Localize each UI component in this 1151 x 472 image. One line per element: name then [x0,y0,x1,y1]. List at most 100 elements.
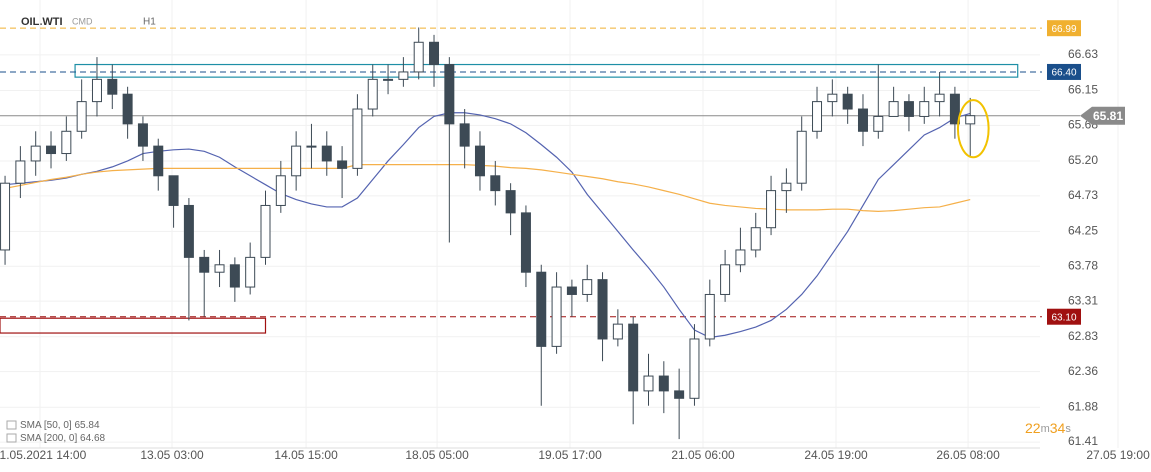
level-label: 63.10 [1051,312,1076,323]
candle-body [735,249,746,266]
candle-body [398,71,409,80]
candle-body [919,101,930,117]
candle-body [720,264,731,295]
candle-body [474,145,485,177]
candle-body [168,175,179,206]
y-tick-label: 62.36 [1068,364,1098,378]
candle-body [520,212,531,273]
timer: 22m34s [1025,420,1071,436]
candle-body [459,123,470,147]
candle-body [965,115,976,125]
candle-body [857,108,868,132]
x-tick-label: 26.05 08:00 [936,448,1000,462]
y-tick-label: 61.41 [1068,434,1098,448]
timer-part: 22 [1025,420,1041,436]
candle-body [536,271,547,347]
candle-body [76,101,87,132]
candle-body [383,78,394,81]
candle-body [61,130,72,155]
x-tick-label: 18.05 05:00 [405,448,469,462]
candle-body [245,256,256,288]
candle-body [122,93,133,125]
candle-body [796,130,807,184]
candle-body [628,323,639,392]
candle-body [275,175,286,206]
price-tag [1080,106,1125,125]
y-tick-label: 66.63 [1068,47,1098,61]
zone [0,317,267,334]
candle-body [934,93,945,103]
candle-body [873,115,884,132]
candle-body [214,264,225,273]
level-label-bg [1047,20,1081,37]
candle-body [352,108,363,169]
candle-body [505,190,516,214]
candle-body [337,160,348,169]
candle-body [888,101,899,117]
candle-body [15,160,26,184]
sma-line [4,164,971,212]
y-tick-label: 63.31 [1068,293,1098,307]
candle-body [137,123,148,147]
legend-icon [6,420,17,430]
candle-body [429,41,440,66]
candle-body [812,101,823,132]
candle-body [199,256,210,273]
timer-part: 34 [1050,420,1066,436]
x-tick-label: 27.05 19:00 [1086,448,1150,462]
candle-body [612,323,623,340]
candle-body [842,93,853,110]
legend-entry: SMA [200, 0] 64.68 [20,433,106,444]
candle-body [30,145,41,162]
candle-body [46,145,57,155]
candle-body [551,286,562,347]
candle-body [597,279,608,340]
candle-body [781,182,792,192]
timer-part: m [1041,423,1050,435]
timer-text: 22m34s [1025,420,1071,436]
y-tick-label: 63.78 [1068,258,1098,272]
candle-body [903,101,914,117]
y-tick-label: 62.83 [1068,329,1098,343]
level-label-bg [1047,308,1081,325]
market: CMD [72,16,93,26]
x-tick-label: 21.05 06:00 [671,448,735,462]
candle-body [91,78,102,103]
timer-part: s [1065,423,1071,435]
x-tick-label: 13.05 03:00 [140,448,204,462]
legend-value: 65.84 [74,420,99,431]
candle-body [689,338,700,399]
legend-name: SMA [200, 0] [20,433,77,444]
candle-body [582,279,593,295]
candle-body [658,375,669,392]
x-tick-label: 24.05 19:00 [804,448,868,462]
candle-body [229,264,240,288]
level-label: 66.40 [1051,68,1076,79]
candle-body [291,145,302,177]
candle-body [183,204,194,258]
legend-name: SMA [50, 0] [20,420,72,431]
y-tick-label: 61.88 [1068,399,1098,413]
candle-body [674,390,685,399]
candle-body [260,204,271,258]
candle-body [766,190,777,229]
y-tick-label: 65.20 [1068,153,1098,167]
candle-body [153,145,164,177]
candle-body [949,93,960,125]
y-tick-label: 64.73 [1068,188,1098,202]
price-tag-label: 65.81 [1093,109,1123,123]
zone [74,63,1019,78]
x-tick-label: 11.05.2021 14:00 [0,448,87,462]
x-tick-label: 19.05 17:00 [538,448,602,462]
candle-body [367,78,378,110]
candle-body [490,175,501,192]
candle-body [827,93,838,103]
candle-body [566,286,577,295]
highlight-ellipse [956,99,990,159]
candle-body [750,227,761,251]
legend-value: 64.68 [80,433,105,444]
candle-body [444,64,455,125]
y-tick-label: 66.15 [1068,83,1098,97]
